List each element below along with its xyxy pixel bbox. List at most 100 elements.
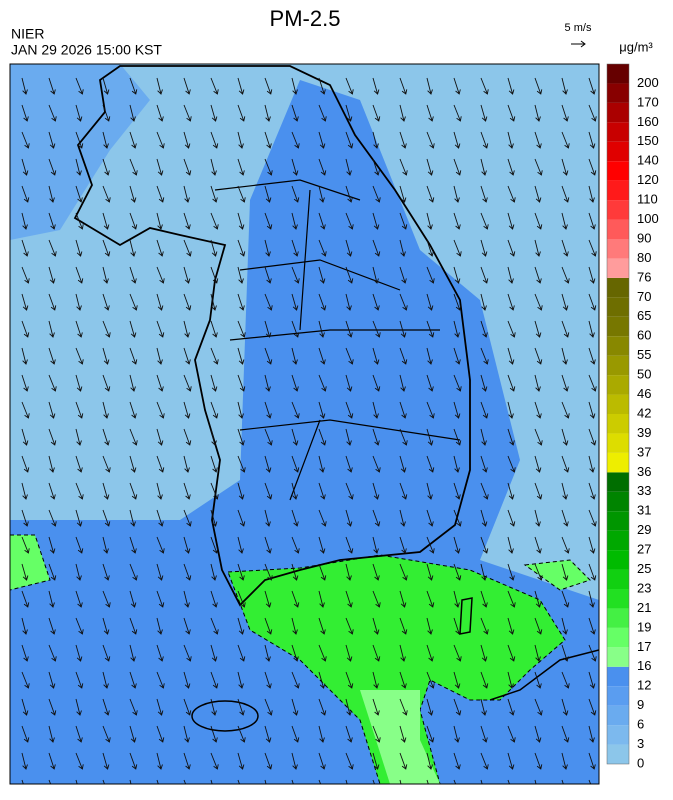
wind-arrow <box>237 482 245 500</box>
wind-arrow <box>291 428 299 446</box>
wind-arrow <box>21 617 28 635</box>
wind-arrow <box>75 590 83 608</box>
wind-arrow <box>237 77 245 95</box>
wind-arrow <box>372 428 380 446</box>
wind-arrow <box>48 239 57 257</box>
wind-arrow <box>210 320 218 338</box>
wind-arrow <box>453 428 462 446</box>
wind-arrow <box>426 671 435 689</box>
wind-arrow <box>318 320 325 338</box>
wind-arrow <box>345 779 348 784</box>
wind-arrow <box>534 131 542 149</box>
wind-arrow <box>75 185 83 203</box>
wind-arrow <box>291 131 300 149</box>
color-tick-label: 70 <box>637 289 651 304</box>
wind-arrow <box>345 455 353 473</box>
wind-arrow <box>48 212 56 230</box>
wind-arrow <box>210 347 219 365</box>
wind-arrow <box>588 779 592 784</box>
wind-arrow <box>75 347 84 365</box>
color-bin <box>607 550 629 570</box>
wind-arrow <box>507 104 516 122</box>
wind-arrow <box>237 779 240 784</box>
wind-arrow <box>129 104 136 122</box>
wind-arrow <box>372 293 380 311</box>
color-bin <box>607 705 629 726</box>
color-bin <box>607 414 629 434</box>
wind-arrow <box>264 482 273 500</box>
wind-arrow <box>345 374 353 392</box>
wind-arrow <box>588 293 597 311</box>
wind-arrow <box>210 671 219 689</box>
wind-arrow <box>426 563 434 581</box>
wind-arrow <box>102 239 111 257</box>
wind-arrow <box>426 779 429 784</box>
wind-arrow <box>426 509 434 527</box>
wind-arrow <box>399 563 408 581</box>
wind-arrow <box>102 698 110 716</box>
wind-arrow <box>318 347 326 365</box>
color-tick-label: 27 <box>637 542 651 557</box>
wind-arrow <box>588 428 597 446</box>
color-tick-label: 110 <box>637 192 658 207</box>
color-tick-label: 50 <box>637 367 651 382</box>
wind-arrow <box>291 590 300 608</box>
color-bin <box>607 161 629 181</box>
color-bin <box>607 491 629 512</box>
wind-arrow <box>264 239 271 257</box>
wind-arrow <box>372 563 380 581</box>
color-bin <box>607 258 629 278</box>
wind-arrow <box>75 617 84 635</box>
wind-arrow <box>480 212 489 230</box>
wind-arrow <box>507 401 514 419</box>
wind-arrow <box>588 644 597 662</box>
wind-arrow <box>318 482 326 500</box>
wind-arrow <box>75 212 84 230</box>
wind-arrow <box>372 158 380 176</box>
wind-arrow <box>21 482 28 500</box>
wind-arrow <box>48 671 56 689</box>
wind-arrow <box>480 698 487 716</box>
wind-arrow <box>588 131 596 149</box>
wind-arrow <box>210 698 217 716</box>
wind-arrow <box>561 698 569 716</box>
wind-arrow <box>399 158 408 176</box>
wind-arrow <box>48 104 57 122</box>
color-tick-label: 55 <box>637 347 651 362</box>
wind-arrow <box>129 293 138 311</box>
wind-arrow <box>183 563 192 581</box>
wind-arrow <box>75 536 84 554</box>
wind-arrow <box>561 158 569 176</box>
title: PM-2.5 <box>270 6 341 31</box>
wind-arrow <box>507 590 516 608</box>
wind-arrow <box>480 455 488 473</box>
wind-arrow <box>129 590 137 608</box>
wind-arrow <box>399 725 407 743</box>
wind-arrows <box>21 77 597 784</box>
wind-arrow <box>534 293 543 311</box>
wind-arrow <box>588 77 596 95</box>
wind-arrow <box>264 671 272 689</box>
wind-arrow <box>183 725 190 743</box>
wind-arrow <box>156 104 164 122</box>
wind-arrow <box>129 779 132 784</box>
wind-arrow <box>372 266 379 284</box>
wind-arrow <box>210 428 217 446</box>
wind-arrow <box>426 725 435 743</box>
wind-arrow <box>588 347 596 365</box>
wind-arrow <box>561 374 569 392</box>
color-bin <box>607 530 629 551</box>
wind-arrow <box>48 509 57 527</box>
wind-arrow <box>588 725 595 743</box>
wind-arrow <box>426 347 433 365</box>
wind-arrow <box>399 104 406 122</box>
wind-arrow <box>129 239 136 257</box>
wind-arrow <box>372 509 381 527</box>
wind-arrow <box>102 509 111 527</box>
color-tick-label: 23 <box>637 580 651 595</box>
wind-arrow <box>345 293 352 311</box>
wind-arrow <box>588 563 597 581</box>
wind-arrow <box>264 374 271 392</box>
wind-arrow <box>21 239 29 257</box>
wind-arrow <box>318 158 327 176</box>
